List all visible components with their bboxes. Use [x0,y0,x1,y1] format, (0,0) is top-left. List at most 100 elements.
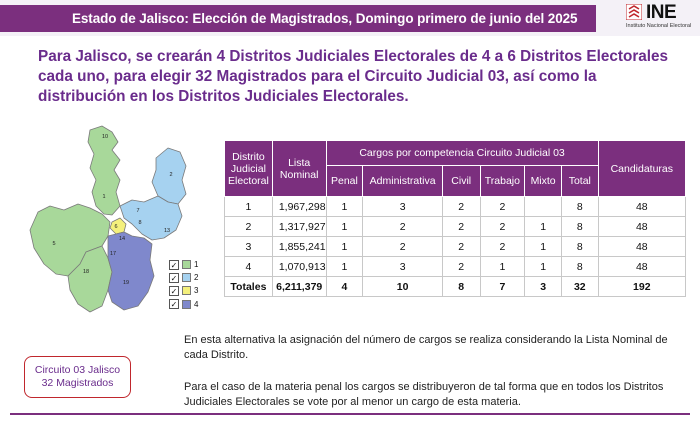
header-trabajo: Trabajo [479,165,526,197]
cell-civil: 2 [441,256,481,277]
legend-label-2: 2 [194,273,199,283]
cell-admin: 3 [362,196,443,217]
cell-district: 2 [224,216,273,237]
map-label-14: 14 [119,236,125,242]
legend-item-4: ✓ 4 [169,298,209,311]
legend-swatch-3 [182,286,191,296]
circuit-badge-line2: 32 Magistrados [41,377,114,389]
legend-checkbox-2[interactable]: ✓ [169,272,179,283]
cell-total: 8 [560,196,599,217]
cell-mixto: 1 [524,236,562,257]
cell-trabajo: 1 [479,256,526,277]
intro-paragraph: Para Jalisco, se crearán 4 Distritos Jud… [38,48,669,105]
header-administrativa: Administrativa [362,165,443,197]
cell-penal: 1 [325,216,364,237]
cell-civil: 2 [441,236,481,257]
cell-mixto: 1 [524,216,562,237]
legend-label-3: 3 [194,286,199,296]
cell-candidaturas: 48 [597,236,687,257]
logo-subtitle: Instituto Nacional Electoral [626,23,692,29]
map-district-3-core [109,217,127,235]
footer-divider [10,413,690,415]
cell-trabajo: 2 [479,236,526,257]
cell-totals-mixto: 3 [524,276,562,297]
cell-district: 1 [224,196,273,217]
header-candidaturas: Candidaturas [597,140,687,197]
cell-totals-trabajo: 7 [479,276,526,297]
distribution-table: Distrito Judicial Electoral Lista Nomina… [224,140,687,297]
map-label-18: 18 [83,269,89,275]
cell-civil: 2 [441,196,481,217]
logo-text: INE [646,2,677,23]
cell-penal: 1 [325,236,364,257]
cell-total: 8 [560,236,599,257]
cell-list: 1,317,927 [271,216,327,237]
cell-trabajo: 2 [479,216,526,237]
cell-candidaturas: 48 [597,196,687,217]
header-mixto: Mixto [524,165,562,197]
map-label-1: 1 [102,194,105,200]
map-label-10: 10 [102,134,108,140]
map-label-13: 13 [164,228,170,234]
cell-list: 1,967,298 [271,196,327,217]
cell-district: 3 [224,236,273,257]
table-totals-row: Totales 6,211,379 4 10 8 7 3 32 192 [224,276,687,297]
cell-penal: 1 [325,196,364,217]
ine-logo: INE Instituto Nacional Electoral [626,2,692,33]
cell-list: 1,070,913 [271,256,327,277]
map-legend: ✓ 1 ✓ 2 ✓ 3 ✓ 4 [169,258,209,311]
map-label-17: 17 [110,251,116,257]
cell-admin: 2 [362,236,443,257]
cell-admin: 3 [362,256,443,277]
legend-swatch-4 [182,299,191,309]
circuit-badge-line1: Circuito 03 Jalisco [34,364,121,376]
map-district-4-south [107,231,155,311]
legend-swatch-2 [182,273,191,283]
map-label-6: 6 [114,224,117,230]
map-district-1-south [67,245,113,313]
legend-checkbox-4[interactable]: ✓ [169,299,179,310]
cell-totals-civil: 8 [441,276,481,297]
cell-civil: 2 [441,216,481,237]
legend-swatch-1 [182,260,191,270]
legend-label-1: 1 [194,260,199,270]
map-label-8: 8 [138,220,141,226]
map-label-2: 2 [169,172,172,178]
header-group: Cargos por competencia Circuito Judicial… [325,140,599,166]
jalisco-district-map: 10 2 1 7 8 13 6 14 5 17 18 19 [29,125,187,313]
header-civil: Civil [441,165,481,197]
legend-checkbox-3[interactable]: ✓ [169,285,179,296]
cell-mixto: 1 [524,256,562,277]
cell-totals-list: 6,211,379 [271,276,327,297]
header-penal: Penal [325,165,364,197]
legend-item-1: ✓ 1 [169,258,209,271]
header-total: Total [560,165,599,197]
cell-mixto [524,196,562,217]
note-nominal-list: En esta alternativa la asignación del nú… [184,334,668,361]
map-label-7: 7 [136,208,139,214]
cell-totals-total: 32 [560,276,599,297]
legend-item-2: ✓ 2 [169,271,209,284]
table-row: 3 1,855,241 1 2 2 2 1 8 48 [224,236,687,257]
header-bar: Estado de Jalisco: Elección de Magistrad… [0,0,700,36]
cell-candidaturas: 48 [597,216,687,237]
ine-logo-icon [626,4,642,20]
table-header-row: Distrito Judicial Electoral Lista Nomina… [224,140,687,197]
map-district-2-north [151,147,187,205]
cell-trabajo: 2 [479,196,526,217]
cell-totals-label: Totales [224,276,273,297]
cell-district: 4 [224,256,273,277]
cell-penal: 1 [325,256,364,277]
page-title: Estado de Jalisco: Elección de Magistrad… [0,5,596,32]
circuit-badge: Circuito 03 Jalisco 32 Magistrados [24,356,131,398]
header-district: Distrito Judicial Electoral [224,140,273,197]
note-penal-distribution: Para el caso de la materia penal los car… [184,381,664,408]
legend-label-4: 4 [194,299,199,309]
cell-total: 8 [560,216,599,237]
table-row: 2 1,317,927 1 2 2 2 1 8 48 [224,216,687,237]
legend-checkbox-1[interactable]: ✓ [169,259,179,270]
map-label-5: 5 [52,241,55,247]
table-row: 1 1,967,298 1 3 2 2 8 48 [224,196,687,217]
cell-candidaturas: 48 [597,256,687,277]
cell-admin: 2 [362,216,443,237]
